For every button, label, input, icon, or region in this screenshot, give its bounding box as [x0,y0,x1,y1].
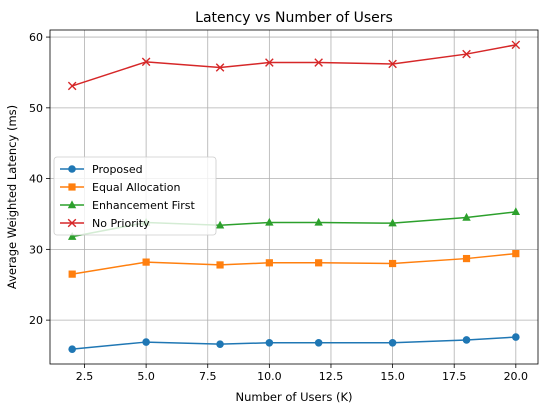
y-tick-label: 60 [29,31,43,44]
legend-label: Equal Allocation [92,181,180,194]
data-point [67,232,77,240]
x-axis-label: Number of Users (K) [236,390,353,404]
y-tick-label: 40 [29,173,43,186]
data-point [265,217,274,226]
data-point [142,338,150,346]
data-point [68,345,76,353]
x-tick-label: 5.0 [137,370,155,383]
legend-label: Proposed [92,163,143,176]
data-point [216,340,224,348]
legend-label: No Priority [92,217,150,230]
data-point [215,63,225,72]
series-line [72,252,516,275]
y-axis-label: Average Weighted Latency (ms) [5,105,19,289]
series-layer [67,40,521,353]
data-point [265,58,274,67]
data-point [314,217,323,226]
data-point [512,250,520,258]
data-point [462,49,471,59]
data-point [67,81,77,91]
data-point [265,338,274,347]
data-point [462,212,471,221]
data-point [141,57,151,67]
legend: Proposed Equal Allocation Enhancement Firs… [53,156,217,236]
plot-frame [49,29,539,365]
data-point [388,259,397,268]
legend-label: Enhancement First [92,199,196,212]
y-axis-ticks: 20 30 40 50 60 [29,31,50,327]
y-tick-label: 20 [29,314,43,327]
data-point [512,333,520,341]
x-tick-label: 10.0 [257,370,282,383]
data-point [314,58,323,67]
data-point [215,220,225,229]
data-point [216,261,224,269]
legend-marker [67,200,77,209]
data-point [388,338,397,347]
x-tick-label: 17.5 [442,370,467,383]
legend-marker [68,183,76,191]
x-tick-label: 20.0 [504,370,529,383]
data-point [142,258,150,266]
data-point [265,259,273,267]
x-tick-label: 2.5 [76,370,94,383]
series-equal-allocation [68,250,520,278]
series-proposed [68,333,520,353]
data-point [314,338,323,347]
legend-item: No Priority [60,217,150,230]
series-line [71,44,516,87]
legend-box [53,156,217,236]
y-tick-label: 50 [29,102,43,115]
data-point [68,270,76,278]
series-line [72,336,516,350]
series-no-priority [67,40,521,91]
legend-item: Proposed [60,163,143,176]
data-point [388,59,397,69]
x-tick-label: 12.5 [319,370,344,383]
legend-marker [67,218,77,228]
data-point [462,336,471,344]
legend-marker [68,165,76,173]
data-point [511,207,521,216]
data-point [511,40,521,50]
chart-title: Latency vs Number of Users [195,10,393,26]
x-axis-ticks: 2.5 5.0 7.5 10.0 12.5 15.0 17.5 20.0 [76,364,528,383]
x-tick-label: 7.5 [199,370,217,383]
data-point [462,254,471,263]
x-tick-label: 15.0 [380,370,405,383]
legend-item: Equal Allocation [60,181,180,194]
y-tick-label: 30 [29,243,43,256]
legend-item: Enhancement First [60,199,196,212]
data-point [388,218,397,227]
data-point [315,259,323,267]
